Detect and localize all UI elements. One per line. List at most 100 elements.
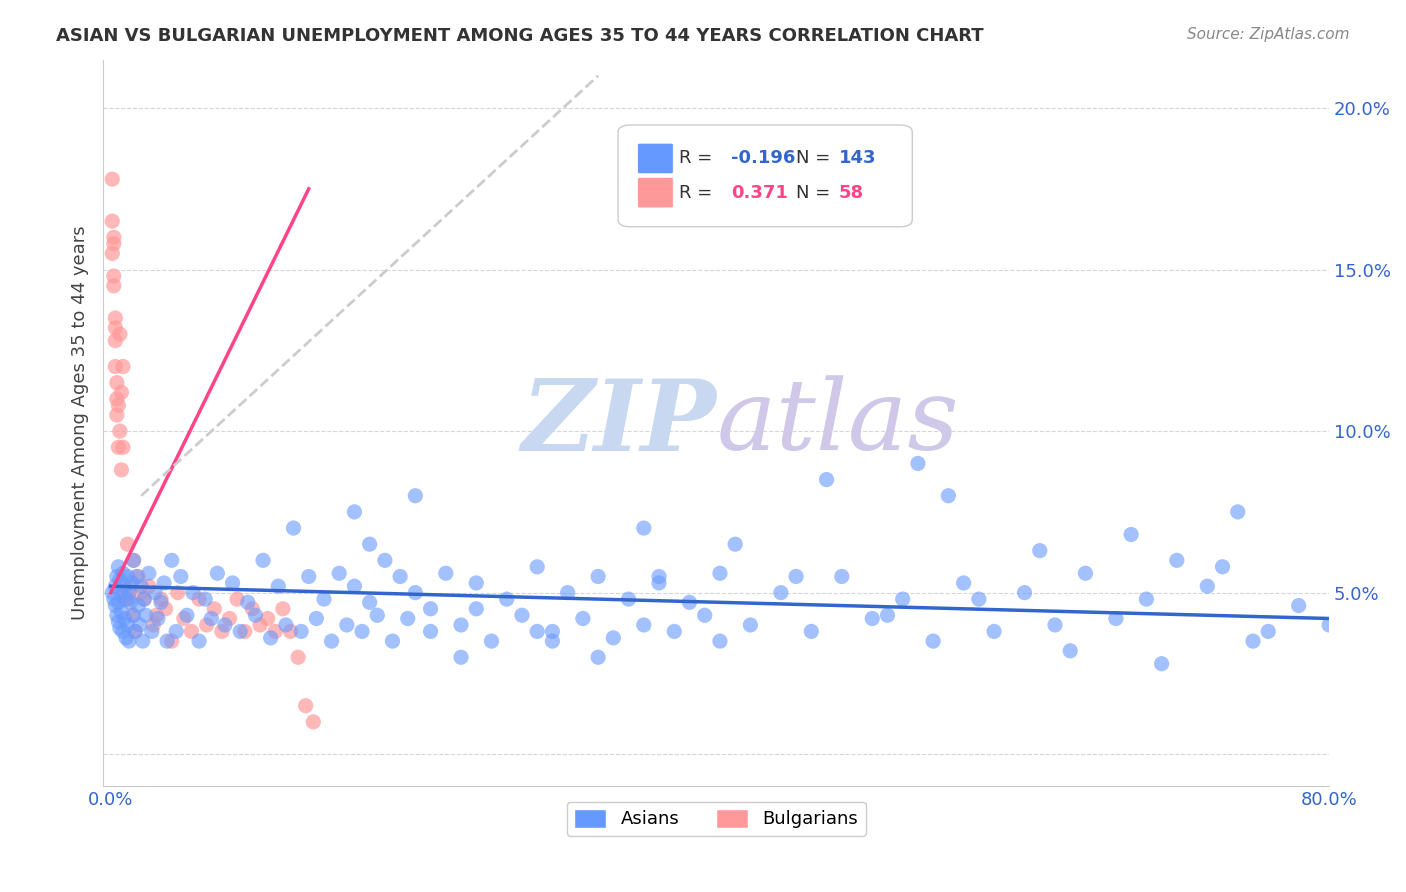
Point [274,618,297,632]
Point [922,634,945,648]
Point [134,592,156,607]
Point [111,440,134,454]
Point [124,624,146,639]
Point [165,624,187,639]
Point [740,618,762,632]
Point [648,576,671,591]
Point [141,624,163,639]
Point [815,473,838,487]
Point [135,608,157,623]
Point [290,624,312,639]
Point [294,698,316,713]
Text: 143: 143 [839,150,876,168]
Point [188,592,211,607]
Point [195,618,218,632]
Point [103,592,125,607]
Point [693,608,716,623]
Point [419,624,441,639]
Point [207,566,229,581]
Point [664,624,686,639]
Point [1135,592,1157,607]
Point [117,618,139,632]
Point [104,579,127,593]
Text: 58: 58 [839,184,863,202]
Point [572,611,595,625]
Point [170,569,193,583]
Point [188,634,211,648]
Point [450,618,472,632]
Point [465,602,488,616]
Point [101,585,124,599]
Point [302,714,325,729]
Point [108,621,131,635]
Point [245,608,267,623]
Point [101,214,124,228]
Point [160,553,183,567]
Text: 0.371: 0.371 [731,184,787,202]
Point [111,566,134,581]
Point [785,569,807,583]
Point [104,334,127,348]
Point [343,579,366,593]
Point [115,585,138,599]
Point [124,624,146,639]
Point [434,566,457,581]
Point [967,592,990,607]
Point [1105,611,1128,625]
Point [115,592,138,607]
Point [127,569,149,583]
Point [1059,644,1081,658]
Point [541,624,564,639]
Point [173,611,195,625]
Point [117,569,139,583]
Point [114,579,136,593]
Point [526,624,548,639]
Point [271,602,294,616]
Point [105,376,128,390]
Point [134,592,156,607]
FancyBboxPatch shape [638,178,673,208]
Point [526,559,548,574]
Point [312,592,335,607]
Point [118,634,141,648]
Text: Source: ZipAtlas.com: Source: ZipAtlas.com [1187,27,1350,42]
Point [110,585,132,599]
Point [103,268,125,283]
Point [419,602,441,616]
Point [120,579,142,593]
Point [267,579,290,593]
Point [907,457,929,471]
Point [256,611,278,625]
Point [1166,553,1188,567]
Point [983,624,1005,639]
Point [1288,599,1310,613]
Point [1121,527,1143,541]
Point [108,327,131,342]
Point [194,592,217,607]
Point [107,440,129,454]
Point [305,611,328,625]
Point [110,385,132,400]
Point [128,618,150,632]
Point [876,608,898,623]
Point [221,576,243,591]
Point [118,585,141,599]
Point [181,585,204,599]
Point [709,634,731,648]
Point [800,624,823,639]
Point [633,521,655,535]
Point [105,392,128,406]
Point [129,585,152,599]
Point [328,566,350,581]
Point [586,569,609,583]
Point [617,592,640,607]
Point [101,246,124,260]
Point [359,537,381,551]
Point [404,585,426,599]
Point [129,579,152,593]
Point [160,634,183,648]
Point [145,608,167,623]
Point [103,236,125,251]
Point [249,618,271,632]
Point [287,650,309,665]
